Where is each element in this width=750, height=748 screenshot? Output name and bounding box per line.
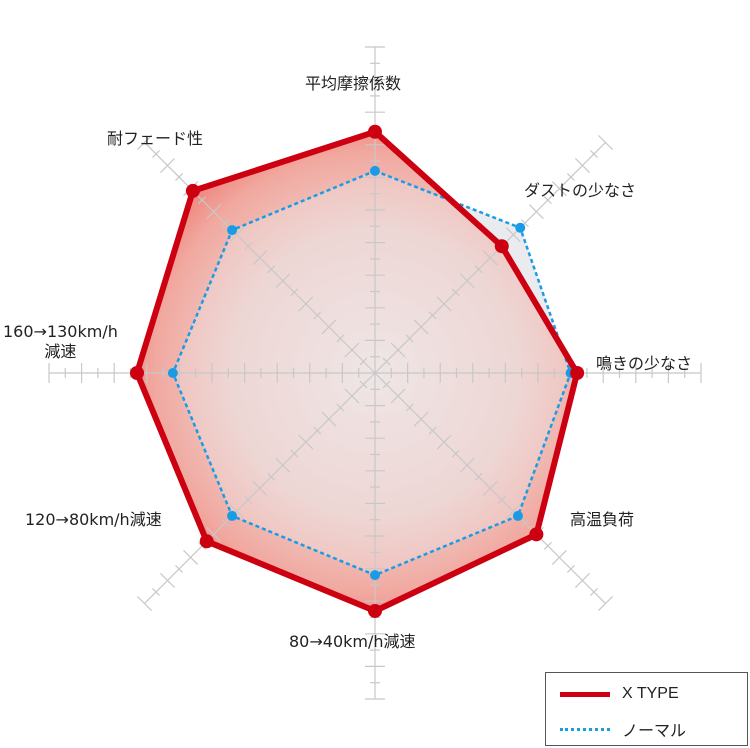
axis-label-160-130-line2: 減速 [44, 342, 77, 361]
axis-label-avg-friction: 平均摩擦係数 [305, 74, 402, 93]
legend-label-normal: ノーマル [622, 723, 687, 740]
axis-label-80-40-decel: 80→40km/h減速 [289, 632, 416, 651]
chart-legend: X TYPE ノーマル [545, 672, 748, 746]
normal-line-swatch [560, 727, 610, 731]
axis-label-120-80-decel: 120→80km/h減速 [25, 510, 162, 529]
axis-label-160-130-line1: 160→130km/h [3, 322, 118, 341]
xtype-line-swatch [560, 691, 610, 697]
axis-label-160-130-decel: 160→130km/h 減速 [3, 322, 118, 362]
axis-grid [48, 46, 702, 700]
legend-label-xtype: X TYPE [622, 685, 679, 702]
axis-label-low-noise: 鳴きの少なさ [596, 354, 693, 373]
data-points [130, 124, 585, 618]
legend-item-xtype: X TYPE [560, 685, 679, 703]
legend-item-normal: ノーマル [560, 717, 686, 741]
axis-label-low-dust: ダストの少なさ [524, 181, 637, 200]
axis-label-high-temp-load: 高温負荷 [570, 510, 635, 529]
axis-label-fade-resistance: 耐フェード性 [107, 129, 204, 148]
